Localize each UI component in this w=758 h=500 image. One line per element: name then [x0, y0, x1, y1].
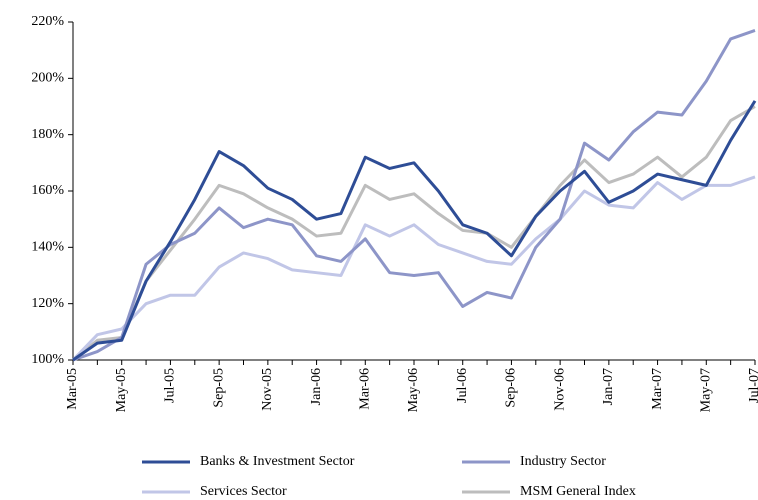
x-tick-label: May-05: [114, 368, 129, 412]
y-tick-label: 100%: [31, 352, 64, 367]
y-tick-label: 200%: [31, 71, 64, 86]
legend-label: Industry Sector: [520, 454, 606, 469]
y-tick-label: 140%: [31, 240, 64, 255]
series-line: [72, 29, 756, 362]
x-tick-label: Nov-05: [260, 368, 275, 411]
x-tick-label: Mar-06: [358, 368, 373, 410]
x-tick-label: Jul-06: [455, 368, 470, 403]
x-tick-label: Mar-07: [650, 368, 665, 410]
x-tick-label: Jul-07: [747, 368, 758, 403]
x-tick-label: Jan-07: [601, 368, 616, 405]
series-line: [71, 175, 756, 362]
legend-label: Services Sector: [200, 484, 287, 499]
y-tick-label: 160%: [31, 183, 64, 198]
series-line: [72, 105, 756, 362]
x-tick-label: Mar-05: [65, 368, 80, 410]
x-tick-label: Sep-06: [504, 368, 519, 408]
x-tick-label: Jul-05: [163, 368, 178, 403]
x-tick-label: May-06: [406, 368, 421, 412]
y-tick-label: 220%: [31, 14, 64, 29]
y-tick-label: 180%: [31, 127, 64, 142]
legend-label: Banks & Investment Sector: [200, 454, 355, 469]
x-tick-label: May-07: [699, 368, 714, 412]
legend-label: MSM General Index: [520, 484, 636, 499]
x-tick-label: Jan-06: [309, 368, 324, 405]
x-tick-label: Sep-05: [211, 368, 226, 408]
series-line: [72, 100, 757, 362]
x-tick-label: Nov-06: [552, 368, 567, 411]
y-tick-label: 120%: [31, 296, 64, 311]
